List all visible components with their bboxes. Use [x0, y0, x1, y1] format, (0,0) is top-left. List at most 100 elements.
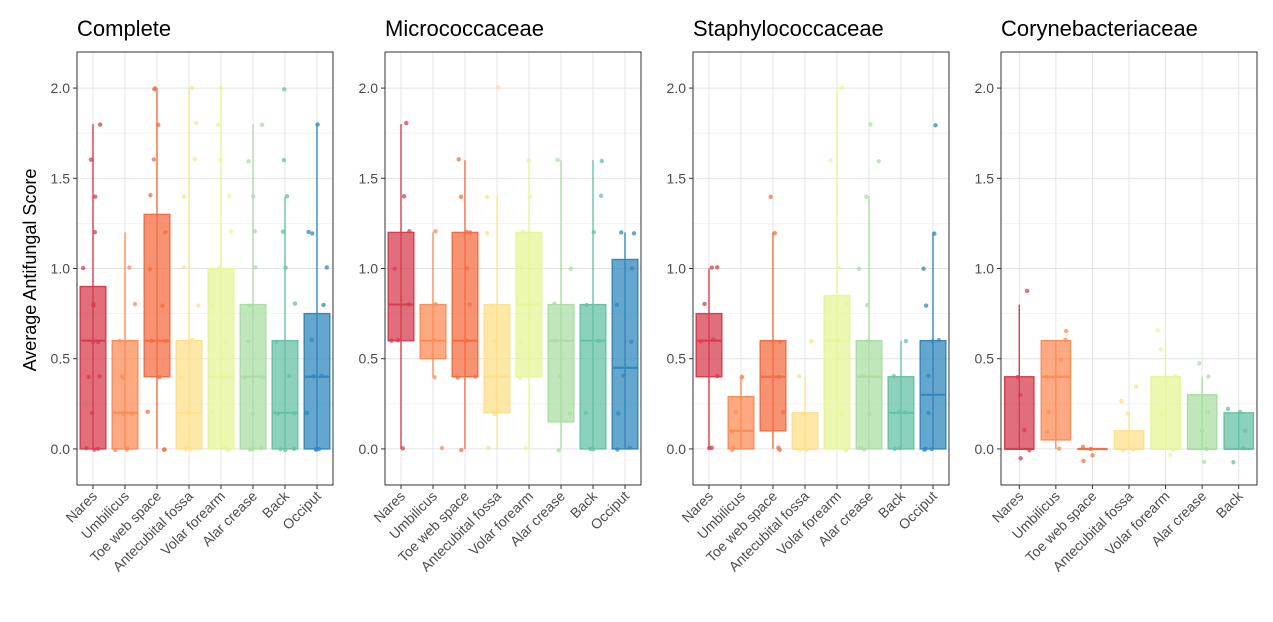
data-point — [484, 194, 490, 200]
box-occiput — [919, 123, 947, 452]
data-point — [733, 410, 739, 415]
box-back — [887, 338, 915, 452]
box-iqr — [727, 395, 755, 450]
data-point — [1170, 447, 1176, 452]
box-iqr — [207, 267, 235, 450]
data-point — [157, 375, 162, 380]
data-point — [112, 447, 118, 453]
data-point — [86, 374, 91, 380]
data-point — [709, 265, 714, 270]
box-iqr — [1003, 376, 1035, 450]
data-point — [1204, 446, 1209, 452]
panel-border — [76, 51, 334, 486]
box-iqr — [483, 303, 511, 414]
data-point — [1205, 410, 1211, 415]
data-point — [401, 194, 407, 199]
data-point — [392, 266, 397, 271]
data-point — [858, 445, 863, 451]
box-iqr — [791, 412, 819, 450]
data-point — [1241, 446, 1246, 451]
data-point — [596, 338, 601, 344]
data-point — [280, 229, 286, 234]
data-point — [459, 447, 464, 453]
data-point — [324, 265, 330, 270]
data-point — [896, 409, 902, 414]
data-point — [536, 301, 541, 307]
data-point — [484, 230, 490, 236]
box-volar-forearm — [823, 85, 851, 453]
data-point — [923, 303, 929, 308]
data-point — [226, 447, 231, 453]
data-point — [1173, 374, 1178, 379]
data-point — [828, 158, 833, 163]
y-tick-label: 0.0 — [667, 441, 687, 457]
data-point — [615, 447, 620, 452]
panel-complete: Complete0.00.51.01.52.0NaresUmbilicusToe… — [51, 16, 334, 575]
data-point — [281, 157, 287, 163]
data-point — [247, 303, 252, 308]
data-point — [796, 374, 802, 379]
data-point — [567, 410, 572, 416]
data-point — [404, 120, 409, 126]
box-iqr — [1113, 430, 1145, 450]
data-point — [163, 230, 168, 235]
box-nares — [387, 120, 415, 451]
data-point — [91, 301, 96, 306]
y-tick-label: 0.5 — [667, 351, 687, 367]
data-point — [433, 229, 438, 234]
data-point — [400, 446, 406, 451]
data-point — [282, 87, 287, 92]
data-point — [865, 302, 870, 308]
data-point — [583, 410, 588, 416]
data-point — [619, 230, 624, 235]
box-umbilicus — [727, 374, 755, 453]
box-toe-web-space — [451, 157, 479, 453]
data-point — [876, 158, 882, 164]
data-point — [309, 337, 314, 343]
box-toe-web-space — [759, 194, 787, 453]
box-umbilicus — [111, 232, 139, 453]
data-point — [473, 374, 478, 379]
data-point — [125, 445, 130, 451]
data-point — [315, 122, 320, 127]
data-point — [210, 409, 215, 415]
data-point — [930, 339, 935, 344]
data-point — [321, 302, 326, 308]
data-point — [1243, 428, 1248, 433]
box-antecubital-fossa — [791, 339, 819, 452]
panel-micrococcaceae: Micrococcaceae0.00.51.01.52.0NaresUmbili… — [359, 16, 642, 575]
data-point — [192, 156, 197, 162]
data-point — [160, 303, 165, 308]
box-alar-crease — [547, 157, 575, 453]
data-point — [932, 231, 937, 236]
data-point — [839, 411, 845, 417]
data-point — [1202, 459, 1207, 464]
box-volar-forearm — [207, 85, 235, 453]
data-point — [97, 374, 102, 379]
data-point — [148, 192, 153, 198]
box-iqr — [823, 294, 851, 450]
data-point — [1206, 374, 1211, 379]
data-point — [739, 375, 745, 380]
data-point — [97, 122, 103, 127]
box-iqr — [271, 339, 299, 450]
box-nares — [79, 122, 107, 452]
data-point — [120, 411, 126, 416]
data-point — [902, 410, 908, 415]
data-point — [800, 411, 806, 416]
data-point — [631, 231, 637, 236]
data-point — [129, 411, 135, 417]
data-point — [1027, 447, 1032, 453]
box-antecubital-fossa — [175, 85, 203, 452]
data-point — [926, 373, 931, 378]
box-iqr — [579, 303, 607, 450]
data-point — [1155, 328, 1160, 333]
data-point — [556, 447, 561, 453]
data-point — [464, 338, 470, 343]
data-point — [163, 338, 169, 344]
panel-border — [384, 51, 642, 486]
data-point — [1044, 374, 1050, 380]
data-point — [1121, 447, 1126, 452]
data-point — [217, 265, 222, 270]
data-point — [1158, 347, 1164, 352]
